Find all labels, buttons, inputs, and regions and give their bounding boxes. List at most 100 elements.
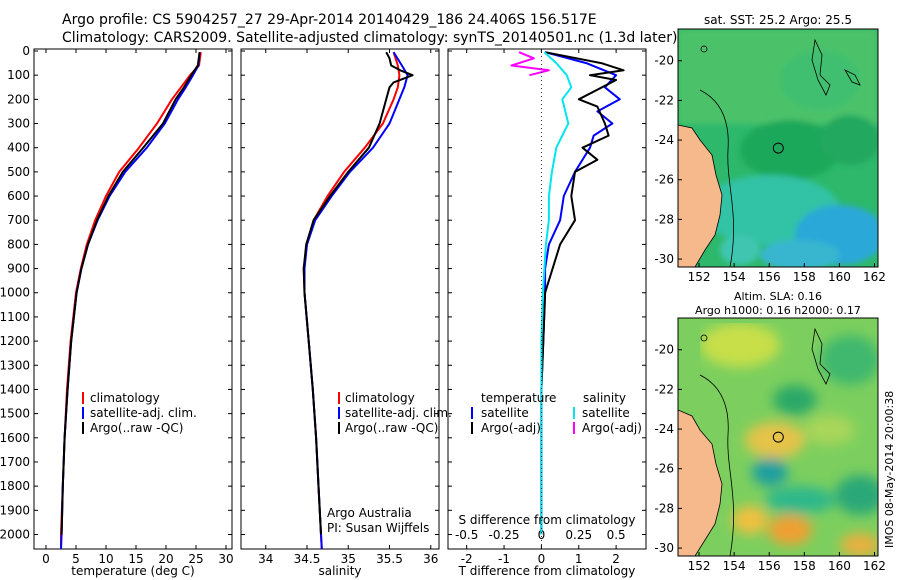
depth-tick-label: 1600: [0, 431, 30, 445]
difference-xtick-label: -2: [461, 552, 473, 566]
s-difference-xlabel: S difference from climatology: [459, 513, 636, 527]
difference-lines: [510, 51, 625, 535]
difference-xtick-label: 1: [575, 552, 583, 566]
sla-patch: [700, 323, 780, 367]
legend-swatch-s-argo: [573, 422, 575, 434]
sst-land-australia: [678, 124, 723, 267]
depth-tick-label: 1700: [0, 455, 30, 469]
sst-bathymetry-contour: [699, 89, 735, 267]
sst-map: [678, 29, 878, 267]
legend-label-satellite: satellite-adj. clim.: [345, 406, 452, 420]
map-lat-tick-label: -20: [654, 343, 674, 357]
depth-tick-label: 300: [7, 117, 30, 131]
temperature-lines: [60, 52, 202, 549]
salinity-series-argo-raw-qc: [302, 51, 414, 535]
sla-field: [700, 323, 878, 556]
depth-tick-label: 1400: [0, 382, 30, 396]
legend-label-s-argo: Argo(-adj): [582, 421, 642, 435]
salinity-axes: 34 34.5 35 35.5 36: [241, 49, 439, 566]
sla-map-axes: 152 154 156 158 160 162 -20 -22 -24 -26 -28 -30: [654, 343, 886, 573]
depth-tick-label: 400: [7, 141, 30, 155]
difference-axes: -2 -1 0 1 2 -0.5 -0.25 0 0.25 0.5: [448, 49, 646, 566]
difference-legend: temperature salinity satellite Argo(-adj…: [471, 391, 642, 435]
legend-label-argo: Argo(..raw -QC): [345, 421, 438, 435]
depth-tick-label: 500: [7, 165, 30, 179]
salinity-xtick-label: 35: [341, 552, 356, 566]
footer-stamp: IMOS 08-May-2014 20:00:38: [883, 391, 896, 548]
sla-bathymetry-contour: [699, 374, 735, 556]
map-lat-tick-label: -22: [654, 382, 674, 396]
sla-land-australia: [678, 409, 723, 556]
legend-title-salinity: salinity: [583, 391, 626, 405]
sst-patch: [780, 50, 860, 110]
legend-title-temperature: temperature: [481, 391, 556, 405]
legend-label-argo: Argo(..raw -QC): [90, 421, 183, 435]
depth-tick-label: 600: [7, 189, 30, 203]
sst-island-contour: [700, 45, 708, 53]
map-lat-tick-label: -28: [654, 212, 674, 226]
sla-patch: [765, 486, 835, 514]
legend-swatch-argo: [82, 422, 84, 434]
temperature-series-climatology: [60, 52, 202, 549]
legend-label-s-satellite: satellite: [582, 406, 630, 420]
difference-series-s-satellite: [540, 51, 573, 535]
s-difference-tick-label: -0.5: [455, 528, 478, 542]
depth-tick-label: 1100: [0, 310, 30, 324]
t-difference-xlabel: T difference from climatology: [458, 564, 636, 578]
salinity-xtick-label: 34.5: [294, 552, 321, 566]
depth-tick-label: 1300: [0, 358, 30, 372]
depth-tick-label: 100: [7, 68, 30, 82]
sst-reef-contour: [811, 38, 831, 96]
legend-swatch-t-satellite: [471, 407, 473, 419]
temperature-xtick-label: 10: [98, 552, 113, 566]
salinity-xtick-label: 35.5: [376, 552, 403, 566]
sla-patch: [805, 415, 855, 445]
sst-field: [678, 29, 878, 267]
map-lat-tick-label: -26: [654, 173, 674, 187]
legend-swatch-climatology: [338, 392, 340, 404]
map-lon-tick-label: 154: [723, 270, 746, 284]
s-difference-tick-label: 0.5: [607, 528, 626, 542]
sla-map-frame: [677, 317, 879, 557]
temperature-xtick-label: 30: [218, 552, 233, 566]
difference-xtick-label: 2: [612, 552, 620, 566]
depth-tick-label: 900: [7, 262, 30, 276]
map-lon-tick-label: 152: [688, 270, 711, 284]
depth-tick-label: 2000: [0, 527, 30, 541]
salinity-legend: climatology satellite-adj. clim. Argo(..…: [327, 391, 452, 535]
legend-label-t-argo: Argo(-adj): [481, 421, 541, 435]
sla-patch: [820, 335, 878, 385]
difference-series-s-argo-adj: [510, 51, 550, 77]
sla-map: [678, 318, 878, 556]
temperature-xtick-label: 5: [72, 552, 80, 566]
sst-float-marker: [772, 142, 784, 154]
sst-reef-contour: [843, 69, 861, 86]
map-lon-tick-label: 160: [828, 270, 851, 284]
legend-swatch-satellite: [82, 407, 84, 419]
sla-float-marker: [772, 431, 784, 443]
depth-tick-label: 1500: [0, 407, 30, 421]
depth-tick-label: 800: [7, 237, 30, 251]
sla-patch: [752, 458, 788, 486]
s-difference-tick-label: 0.25: [565, 528, 592, 542]
sst-map-axes: 152 154 156 158 160 162 -20 -22 -24 -26 -28 -30: [654, 54, 886, 284]
map-lat-tick-label: -24: [654, 422, 674, 436]
header-line-1: Argo profile: CS 5904257_27 29-Apr-2014 …: [62, 12, 597, 28]
sla-map-title-1: Altim. SLA: 0.16: [734, 290, 822, 303]
legend-swatch-t-argo: [471, 422, 473, 434]
temperature-series-argo-raw-qc: [60, 52, 201, 535]
sla-island-contour: [700, 334, 708, 342]
legend-label-satellite: satellite-adj. clim.: [90, 406, 197, 420]
map-lat-tick-label: -24: [654, 133, 674, 147]
temperature-panel-frame: [33, 48, 233, 550]
salinity-xtick-label: 36: [423, 552, 438, 566]
annotation-pi: PI: Susan Wijffels: [327, 521, 429, 535]
temperature-xtick-label: 0: [42, 552, 50, 566]
sla-reef-contour: [811, 327, 831, 385]
temperature-xtick-label: 25: [188, 552, 203, 566]
sst-patch: [720, 235, 760, 265]
salinity-series-satellite-adj-clim: [303, 51, 409, 549]
sst-map-frame: [677, 28, 879, 268]
map-lon-tick-label: 156: [758, 270, 781, 284]
temperature-xtick-label: 20: [158, 552, 173, 566]
